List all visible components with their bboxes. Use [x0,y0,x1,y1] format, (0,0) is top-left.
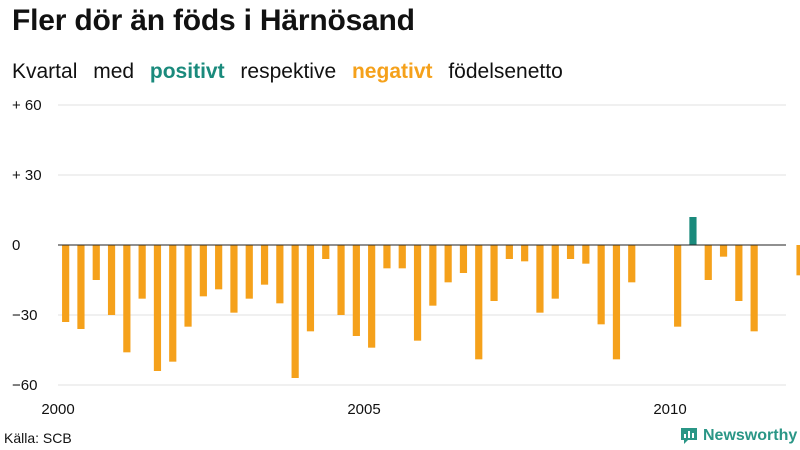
bar-negative [429,245,437,306]
bar-negative [184,245,192,327]
subtitle-positive-word: positivt [149,60,225,83]
bar-negative [383,245,391,269]
chart-bubble-icon [681,428,697,444]
subtitle-part-4: födelsenetto [448,60,563,83]
y-tick-label: −30 [12,307,37,324]
bar-negative [566,245,575,259]
bar-negative [92,245,100,280]
bar-negative [505,245,513,259]
bar-negative [459,245,468,273]
bar-negative [306,245,315,332]
bar-negative [612,245,621,360]
y-tick-label: −60 [12,377,37,394]
bar-negative [719,245,728,257]
brand-name: Newsworthy [703,427,798,444]
bar-negative [169,245,177,362]
subtitle-negative-word: negativt [351,60,433,83]
bar-negative [368,245,376,348]
bar-negative [77,245,85,329]
x-tick-label: 2005 [347,401,380,418]
bar-negative [337,245,345,315]
bar-negative [444,245,452,283]
bar-layer [62,217,800,378]
chart-subtitle: Kvartal med positivt respektive negativt… [12,60,570,84]
bar-negative [582,245,590,264]
bar-negative [628,245,636,283]
bar-negative [215,245,223,290]
bar-negative [107,245,116,315]
y-tick-label: + 30 [12,167,42,184]
bar-negative [230,245,238,313]
bar-negative [276,245,284,304]
bar-negative [521,245,529,262]
bar-negative [322,245,330,259]
bar-positive [689,217,697,245]
subtitle-part-2: med [93,60,135,83]
bar-negative [138,245,146,299]
axis-layer: + 60+ 300−30−6020002005201020152020 [12,97,786,418]
x-tick-label: 2000 [41,401,74,418]
bar-negative [735,245,743,301]
bar-negative [551,245,559,299]
bar-negative [750,245,758,332]
bar-negative [704,245,712,280]
bar-negative [413,245,422,341]
source-note: Källa: SCB [4,430,72,446]
grid-layer [58,104,786,386]
bar-negative [291,245,299,378]
bar-negative [475,245,483,360]
bar-negative [199,245,207,297]
bar-negative [597,245,605,325]
bar-negative [674,245,682,327]
bar-negative [123,245,131,353]
bar-negative [490,245,498,301]
chart-title: Fler dör än föds i Härnösand [12,4,415,37]
bar-negative [153,245,162,371]
brand-logo: Newsworthy [680,427,797,445]
y-tick-label: + 60 [12,97,42,114]
bar-negative [536,245,544,313]
subtitle-part-1: Kvartal [12,60,78,83]
bar-negative [62,245,70,322]
y-tick-label: 0 [12,237,20,254]
bar-negative [796,245,800,276]
bar-negative [398,245,406,269]
bar-negative [260,245,269,285]
bar-negative [245,245,253,299]
subtitle-part-3: respektive [240,60,337,83]
x-tick-label: 2010 [653,401,686,418]
bar-negative [352,245,360,336]
